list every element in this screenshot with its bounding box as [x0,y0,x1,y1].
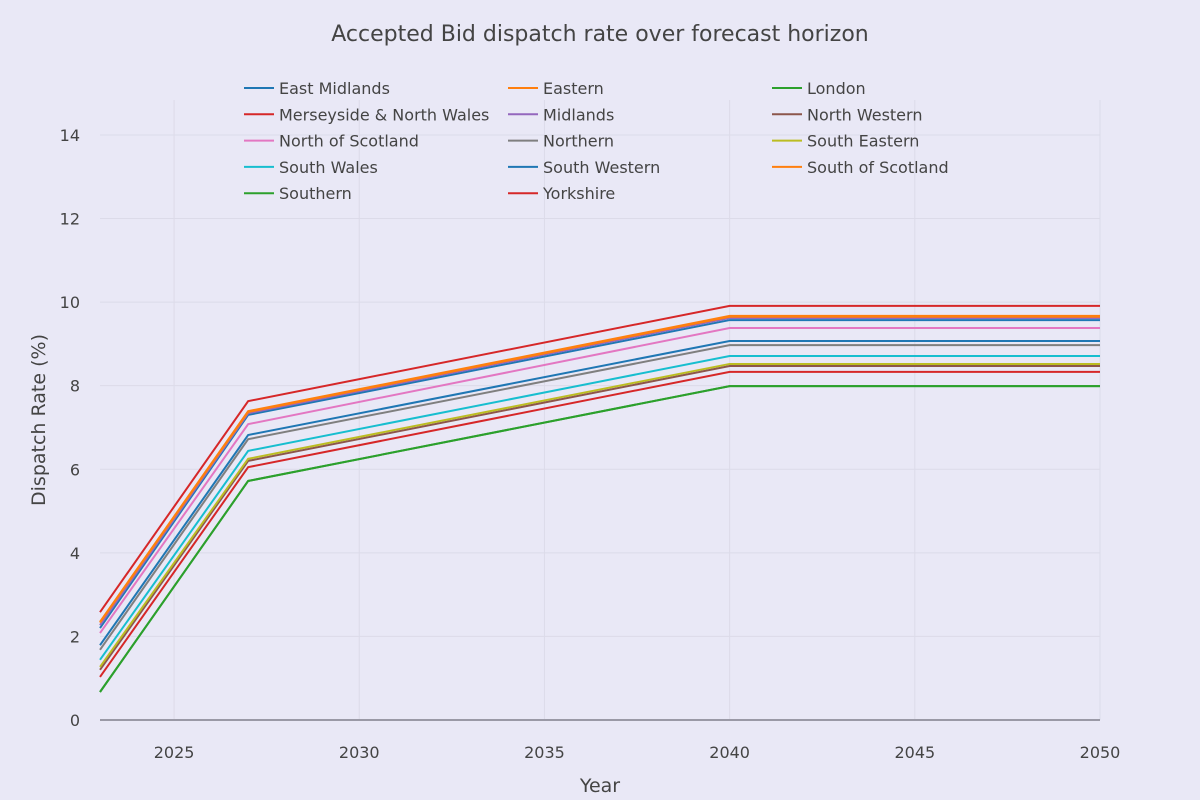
legend-label: South of Scotland [807,158,949,177]
chart-title: Accepted Bid dispatch rate over forecast… [331,22,869,47]
legend-item[interactable]: Yorkshire [508,184,615,203]
y-tick-label: 2 [70,627,80,646]
legend-item[interactable]: East Midlands [244,79,390,98]
y-tick-label: 8 [70,377,80,396]
legend-label: Merseyside & North Wales [279,105,489,124]
legend-item[interactable]: Southern [244,184,352,203]
series-line-south-western [99,339,1100,646]
legend-label: Yorkshire [542,184,615,203]
series-line-southern [99,385,1100,693]
x-tick-label: 2030 [339,743,380,762]
legend-label: Southern [279,184,352,203]
y-tick-label: 12 [60,210,80,229]
axes: 0 2 4 6 8 10 12 14 2025 2030 2035 2040 2045 2050 [60,126,1121,762]
series-line-northern [99,344,1100,651]
series-line-north-western [99,365,1100,671]
series-line-north-of-scotland [99,327,1100,634]
legend-item[interactable]: South of Scotland [772,158,949,177]
y-tick-label: 10 [60,293,80,312]
legend-label: Eastern [543,79,604,98]
y-tick-label: 4 [70,544,80,563]
series-line-east-midlands [99,319,1100,629]
legend-item[interactable]: South Western [508,158,660,177]
x-tick-label: 2040 [709,743,750,762]
legend-label: East Midlands [279,79,390,98]
legend-item[interactable]: Eastern [508,79,604,98]
series-line-midlands [99,316,1100,626]
series-layer [99,304,1100,693]
legend-label: London [807,79,866,98]
y-tick-label: 6 [70,460,80,479]
x-tick-label: 2050 [1080,743,1121,762]
legend-label: North Western [807,105,922,124]
x-axis-label: Year [579,775,620,797]
legend-item[interactable]: South Wales [244,158,378,177]
x-tick-label: 2035 [524,743,565,762]
grid [100,100,1101,720]
series-line-merseyside-north-wales [99,304,1100,613]
legend-item[interactable]: Merseyside & North Wales [244,105,489,124]
x-tick-label: 2045 [894,743,935,762]
legend-item[interactable]: Northern [508,132,614,151]
legend-item[interactable]: South Eastern [772,132,919,151]
x-tick-label: 2025 [154,743,195,762]
legend-label: South Wales [279,158,378,177]
legend-label: North of Scotland [279,132,419,151]
legend-item[interactable]: London [772,79,866,98]
legend: East Midlands Eastern London Merseyside & N… [244,79,949,203]
y-tick-label: 0 [70,711,80,730]
series-line-south-eastern [99,362,1100,668]
legend-label: Midlands [543,105,614,124]
y-tick-label: 14 [60,126,80,145]
legend-label: South Western [543,158,660,177]
series-line-south-wales [99,355,1100,661]
legend-item[interactable]: North Western [772,105,922,124]
legend-item[interactable]: North of Scotland [244,132,419,151]
series-line-london [99,385,1100,693]
y-axis-label: Dispatch Rate (%) [28,334,50,506]
legend-item[interactable]: Midlands [508,105,614,124]
series-line-south-of-scotland [99,315,1100,624]
legend-label: South Eastern [807,132,919,151]
series-line-yorkshire [99,370,1100,678]
legend-label: Northern [543,132,614,151]
